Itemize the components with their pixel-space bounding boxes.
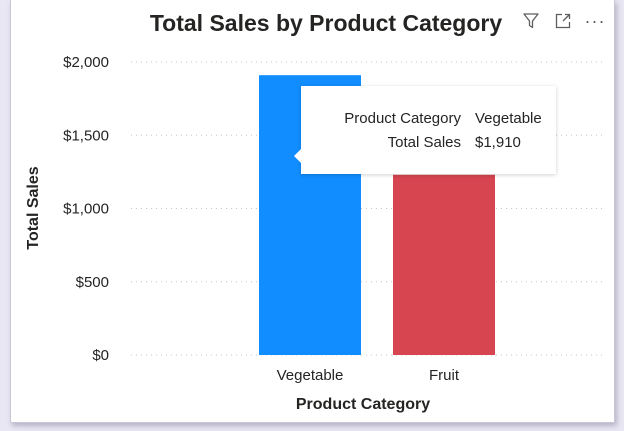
x-axis-title: Product Category: [296, 396, 430, 413]
more-options-icon[interactable]: ···: [584, 11, 606, 31]
x-tick-label: Vegetable: [277, 367, 344, 384]
y-tick-label: $0: [92, 347, 109, 364]
visual-header: ···: [520, 10, 606, 32]
axis-ticks: $0 $500 $1,000 $1,500 $2,000 Vegetable Fruit: [63, 54, 460, 384]
y-tick-label: $2,000: [63, 54, 109, 71]
tooltip-value: Vegetable: [475, 110, 542, 127]
bar-chart: $0 $500 $1,000 $1,500 $2,000 Vegetable Fruit T…: [25, 54, 603, 413]
x-tick-label: Fruit: [429, 367, 460, 384]
y-tick-label: $1,000: [63, 201, 109, 218]
y-tick-label: $500: [76, 274, 109, 291]
filter-icon[interactable]: [520, 10, 542, 32]
data-tooltip: Product Category Vegetable Total Sales $…: [294, 86, 556, 174]
focus-mode-icon[interactable]: [552, 10, 574, 32]
tooltip-label: Total Sales: [387, 134, 461, 151]
y-axis-title: Total Sales: [25, 166, 42, 249]
y-tick-label: $1,500: [63, 127, 109, 144]
tooltip-value: $1,910: [475, 134, 521, 151]
bar-fruit[interactable]: [393, 174, 495, 355]
tooltip-label: Product Category: [344, 110, 461, 127]
chart-visual[interactable]: Total Sales by Product Category ··· $0 $5…: [10, 0, 615, 423]
tooltip-row-category: Product Category Vegetable: [301, 110, 556, 130]
tooltip-row-sales: Total Sales $1,910: [301, 134, 556, 154]
chart-title: Total Sales by Product Category: [149, 10, 503, 36]
